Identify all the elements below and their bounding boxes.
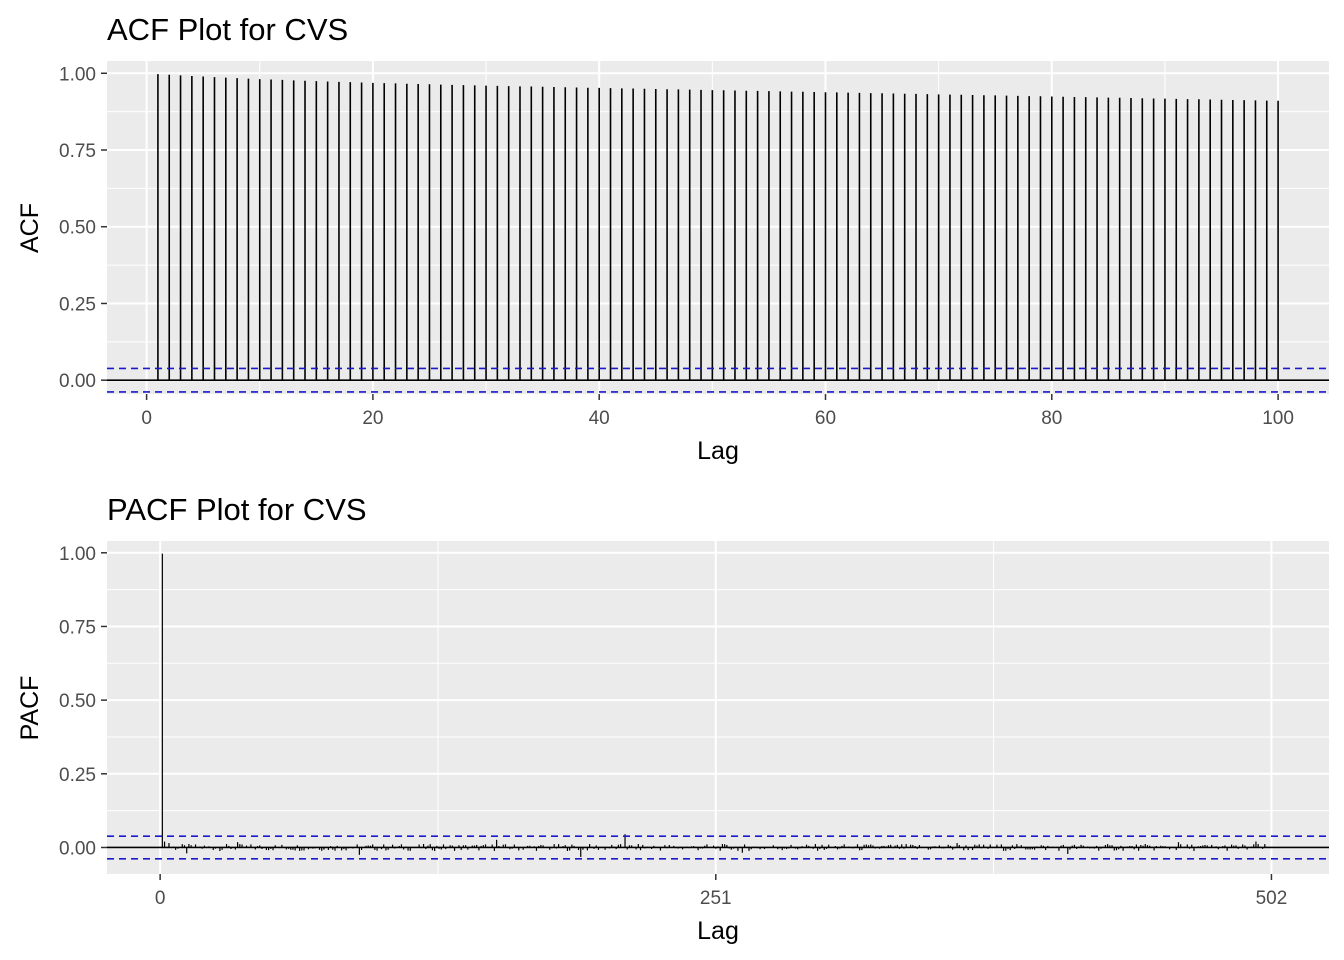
acf-x-tick-label: 80 bbox=[1041, 408, 1062, 429]
acf-y-axis-title: ACF bbox=[16, 203, 44, 253]
acf-x-axis: 0 20 40 60 80 100 bbox=[141, 394, 1294, 429]
acf-panel: ACF Plot for CVS 0.00 0.25 0.50 0.75 1.00 0 2… bbox=[16, 12, 1329, 465]
acf-y-tick-label: 0.75 bbox=[59, 141, 96, 162]
pacf-y-tick-label: 0.75 bbox=[59, 617, 96, 638]
acf-bars bbox=[157, 74, 1279, 381]
acf-x-tick-label: 100 bbox=[1262, 408, 1294, 429]
pacf-reference-lines bbox=[107, 835, 1329, 860]
pacf-y-tick-label: 0.25 bbox=[59, 765, 96, 786]
pacf-y-tick-label: 0.00 bbox=[59, 838, 96, 859]
acf-y-tick-label: 0.00 bbox=[59, 371, 96, 392]
acf-x-tick-label: 40 bbox=[589, 408, 610, 429]
pacf-x-axis: 0 251 502 bbox=[155, 874, 1287, 909]
pacf-title: PACF Plot for CVS bbox=[107, 492, 367, 527]
pacf-y-tick-label: 0.50 bbox=[59, 691, 96, 712]
pacf-y-axis: 0.00 0.25 0.50 0.75 1.00 bbox=[59, 544, 107, 859]
pacf-y-tick-label: 1.00 bbox=[59, 544, 96, 565]
acf-x-tick-label: 60 bbox=[815, 408, 836, 429]
acf-x-tick-label: 0 bbox=[141, 408, 152, 429]
acf-x-tick-label: 20 bbox=[362, 408, 383, 429]
pacf-x-tick-label: 502 bbox=[1256, 888, 1288, 909]
acf-y-tick-label: 0.25 bbox=[59, 294, 96, 315]
acf-y-tick-label: 0.50 bbox=[59, 218, 96, 239]
pacf-panel: PACF Plot for CVS 0.00 0.25 0.50 0.75 1.00 0… bbox=[16, 492, 1329, 945]
pacf-x-tick-label: 251 bbox=[700, 888, 732, 909]
acf-reference-lines bbox=[107, 367, 1329, 393]
acf-title: ACF Plot for CVS bbox=[107, 12, 348, 47]
acf-y-axis: 0.00 0.25 0.50 0.75 1.00 bbox=[59, 64, 107, 392]
acf-y-tick-label: 1.00 bbox=[59, 64, 96, 85]
pacf-y-axis-title: PACF bbox=[16, 676, 44, 741]
acf-x-axis-title: Lag bbox=[697, 437, 739, 465]
pacf-x-tick-label: 0 bbox=[155, 888, 166, 909]
pacf-x-axis-title: Lag bbox=[697, 917, 739, 945]
pacf-plot-background bbox=[107, 541, 1329, 874]
